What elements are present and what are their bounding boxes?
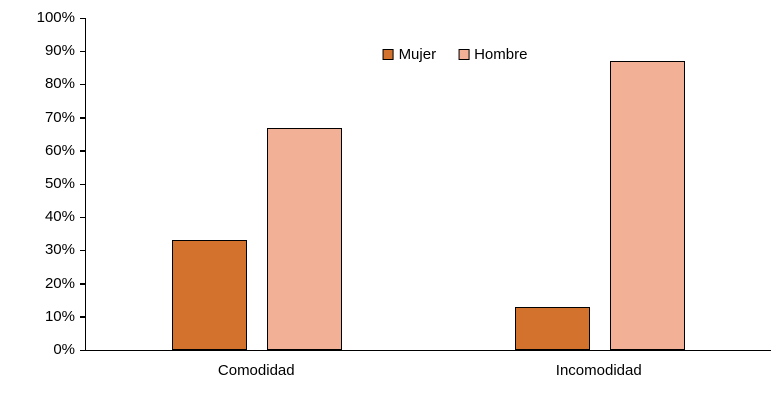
y-tick-label: 80% (44, 75, 75, 93)
y-tick-label: 50% (44, 175, 75, 192)
x-category-label: Comodidad (217, 362, 295, 379)
bar-hombre-comodidad (267, 127, 343, 350)
y-tick-mark (80, 117, 85, 119)
y-tick-mark (80, 150, 85, 152)
legend-item-mujer: Mujer (382, 46, 437, 63)
legend: Mujer Hombre (382, 46, 527, 63)
y-tick-label: 0% (53, 341, 75, 358)
y-tick-label: 100% (36, 9, 75, 26)
legend-label: Hombre (474, 46, 528, 63)
bar-mujer-comodidad (172, 240, 248, 350)
y-tick-mark (80, 349, 85, 351)
y-tick-mark (80, 216, 85, 219)
legend-swatch-mujer (382, 49, 394, 60)
legend-swatch-hombre (458, 49, 470, 60)
plot-area (85, 18, 771, 351)
bar-mujer-incomodidad (514, 306, 590, 350)
y-tick-mark (80, 50, 85, 53)
y-tick-label: 70% (44, 108, 75, 126)
y-tick-mark (80, 249, 85, 252)
legend-label: Mujer (398, 46, 437, 63)
y-tick-mark (80, 283, 85, 285)
x-category-label: Incomodidad (555, 362, 642, 379)
y-tick-mark (80, 183, 85, 185)
y-tick-mark (80, 316, 85, 318)
y-tick-label: 40% (44, 208, 75, 226)
y-tick-label: 60% (44, 141, 75, 159)
bar-hombre-incomodidad (609, 61, 685, 350)
y-tick-mark (80, 83, 85, 86)
legend-item-hombre: Hombre (458, 46, 527, 63)
y-tick-mark (80, 17, 85, 19)
y-tick-label: 20% (44, 274, 75, 292)
y-tick-label: 90% (44, 42, 75, 60)
y-tick-label: 10% (44, 307, 75, 325)
y-tick-label: 30% (44, 241, 75, 259)
